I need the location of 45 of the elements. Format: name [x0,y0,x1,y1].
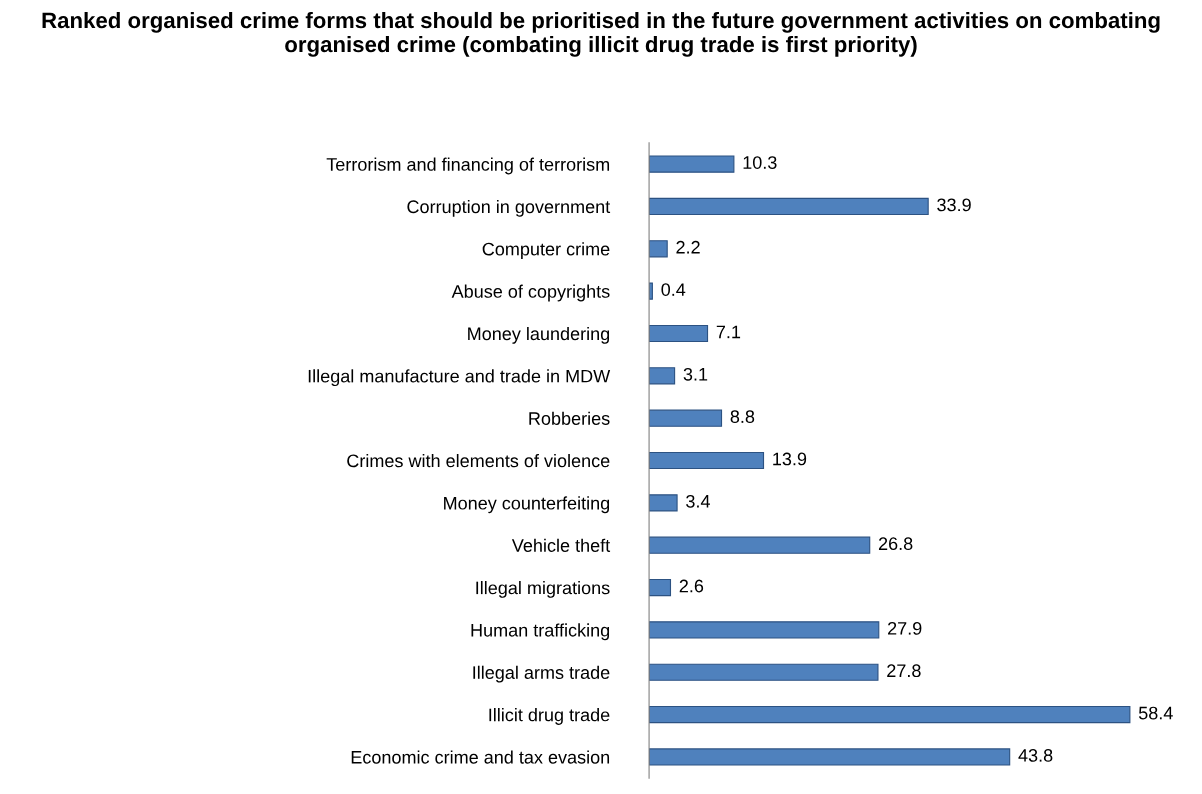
y-tick-label: Economic crime and tax evasion [351,750,610,764]
data-label: 0.4 [661,283,686,296]
data-label: 33.9 [937,198,971,212]
y-tick-label: Robberies [529,411,610,425]
data-label: 3.4 [686,494,710,508]
bar [649,578,672,597]
data-label: 2.6 [679,579,704,593]
bar [649,621,880,639]
data-label: 2.2 [676,240,700,254]
data-label: 43.8 [1018,749,1053,762]
y-tick-label: Crimes with elements of violence [347,453,610,468]
y-tick-label: Illegal migrations [476,581,610,598]
bar [649,536,871,554]
data-label: 27.9 [888,621,922,635]
y-tick-label: Computer crime [482,242,610,260]
bar [649,155,735,173]
y-tick-label: Illegal arms trade [473,665,610,683]
data-label: 7.1 [716,325,741,339]
bar [649,367,676,385]
bar [649,663,879,681]
bar [649,409,723,427]
bar [649,705,1131,724]
y-tick-label: Money counterfeiting [444,496,610,514]
chart-title: Ranked organised crime forms that should be prioritised in the future government activities on combating organised crime (combating illicit drug trade is first priority) [42,11,1160,57]
bar [649,451,765,470]
data-label: 26.8 [878,537,913,551]
y-tick-label: Illegal manufacture and trade in MDW [308,369,611,387]
bar [649,748,1011,766]
bar [649,494,678,512]
data-label: 8.8 [730,410,755,424]
y-tick-label: Human trafficking [471,623,610,641]
y-tick-label: Vehicle theft [511,538,611,552]
bar [649,240,668,258]
y-tick-label: Terrorism and financing of terrorism [326,157,610,175]
y-tick-label: Corruption in government [407,199,611,217]
data-label: 27.8 [887,664,921,678]
bar [649,324,709,343]
bar [649,197,929,216]
y-tick-label: Abuse of copyrights [451,284,610,302]
data-label: 10.3 [743,156,777,169]
data-label: 3.1 [683,367,708,381]
y-tick-label: Money laundering [468,326,610,344]
y-tick-label: Illicit drug trade [489,708,610,725]
data-label: 13.9 [773,452,807,466]
data-label: 58.4 [1138,706,1173,720]
